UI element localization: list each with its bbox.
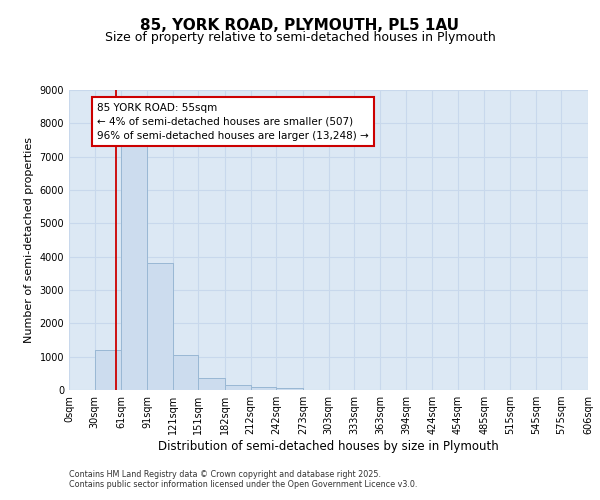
Text: Contains HM Land Registry data © Crown copyright and database right 2025.: Contains HM Land Registry data © Crown c… [69, 470, 381, 479]
Bar [199, 378, 225, 390]
Y-axis label: Number of semi-detached properties: Number of semi-detached properties [24, 137, 34, 343]
Bar [251, 386, 276, 390]
Bar [147, 264, 173, 390]
Bar [199, 378, 225, 390]
X-axis label: Distribution of semi-detached houses by size in Plymouth: Distribution of semi-detached houses by … [158, 440, 499, 453]
Bar [121, 145, 147, 390]
Text: 85, YORK ROAD, PLYMOUTH, PL5 1AU: 85, YORK ROAD, PLYMOUTH, PL5 1AU [140, 18, 460, 32]
Bar [147, 264, 173, 390]
Bar [173, 354, 199, 390]
Text: Size of property relative to semi-detached houses in Plymouth: Size of property relative to semi-detach… [104, 31, 496, 44]
Bar [95, 350, 121, 390]
Bar [121, 145, 147, 390]
Text: 85 YORK ROAD: 55sqm
← 4% of semi-detached houses are smaller (507)
96% of semi-d: 85 YORK ROAD: 55sqm ← 4% of semi-detache… [97, 102, 369, 141]
Text: Contains public sector information licensed under the Open Government Licence v3: Contains public sector information licen… [69, 480, 418, 489]
Bar [225, 385, 251, 390]
Bar [95, 350, 121, 390]
Bar [276, 388, 303, 390]
Bar [251, 386, 276, 390]
Bar [225, 385, 251, 390]
Bar [276, 388, 303, 390]
Bar [173, 354, 199, 390]
